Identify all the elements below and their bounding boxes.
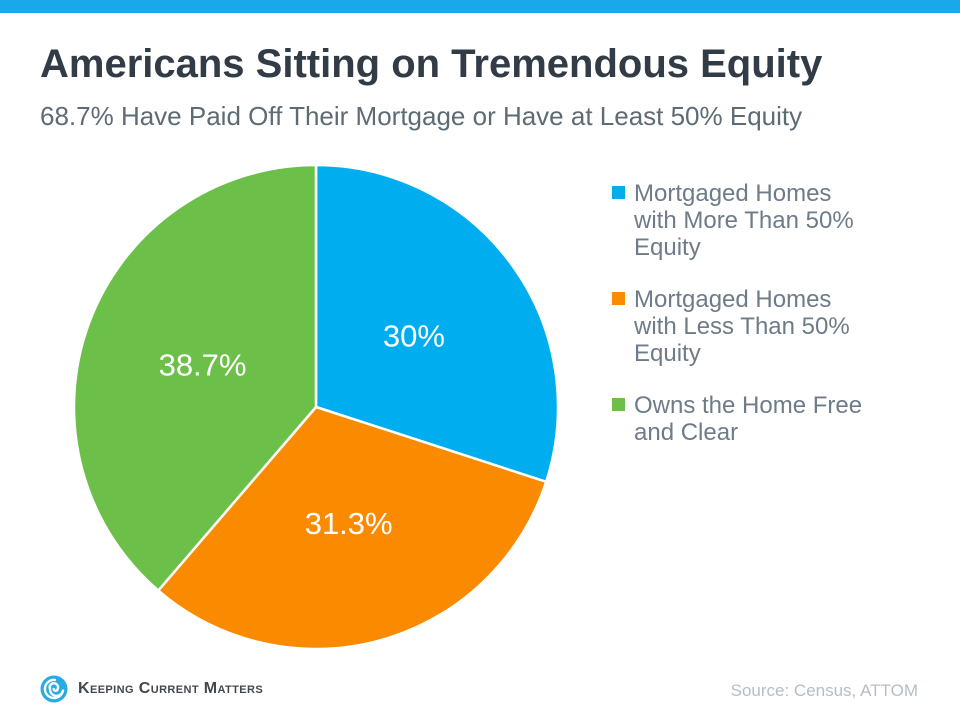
legend-label: Mortgaged Homes with Less Than 50% Equit…	[634, 286, 850, 367]
pie-slice-label: 31.3%	[305, 506, 393, 541]
legend-swatch	[612, 186, 625, 199]
pie-slice-1	[314, 163, 560, 484]
kcm-swirl-icon	[40, 675, 68, 703]
pie-slice-2	[157, 405, 548, 651]
page-subtitle: 68.7% Have Paid Off Their Mortgage or Ha…	[40, 101, 803, 131]
legend-swatch	[612, 292, 625, 305]
legend-label: Owns the Home Free and Clear	[634, 392, 863, 446]
brand-logo: Keeping Current Matters	[40, 675, 263, 703]
pie-slice-3	[72, 163, 318, 592]
legend-swatch	[612, 398, 625, 411]
legend-item: Mortgaged Homes with Less Than 50% Equit…	[612, 286, 874, 367]
top-accent-bar	[0, 0, 960, 13]
brand-name: Keeping Current Matters	[78, 680, 264, 697]
legend-label: Mortgaged Homes with More Than 50% Equit…	[634, 180, 854, 261]
chart-legend: Mortgaged Homes with More Than 50% Equit…	[612, 180, 874, 471]
pie-slice-label: 30%	[383, 318, 445, 353]
page-title: Americans Sitting on Tremendous Equity	[40, 42, 823, 86]
pie-slice-label: 38.7%	[159, 347, 247, 382]
source-credit: Source: Census, ATTOM	[730, 681, 918, 700]
legend-item: Owns the Home Free and Clear	[612, 392, 874, 446]
pie-chart: 30% 31.3% 38.7%	[72, 163, 560, 651]
legend-item: Mortgaged Homes with More Than 50% Equit…	[612, 180, 874, 261]
